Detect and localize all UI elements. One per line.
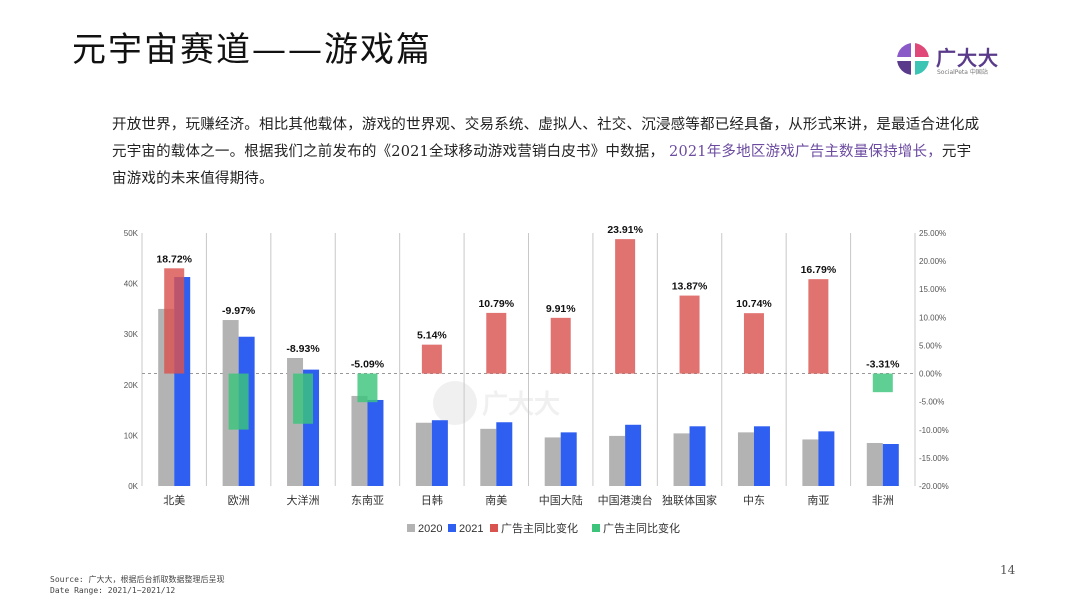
left-tick-label: 50K <box>124 229 139 238</box>
data-label: 13.87% <box>672 281 708 293</box>
data-label: 16.79% <box>801 264 837 276</box>
left-tick-label: 10K <box>124 431 139 440</box>
right-tick-label: 5.00% <box>919 341 942 350</box>
data-label: 5.14% <box>417 330 447 342</box>
bar-change-decline <box>872 373 893 393</box>
footer-source: Source: 广大大，根据后台抓取数据整理后呈现 Date Range: 20… <box>50 574 225 596</box>
category-label: 中国港澳台 <box>598 493 653 507</box>
logo-pie-icon <box>897 43 929 75</box>
bar-2021 <box>689 426 706 486</box>
intro-text-2: 元宇宙游戏的未来值得期待。 <box>112 144 972 187</box>
bar-2020 <box>609 435 626 486</box>
data-label: -3.31% <box>866 359 900 371</box>
left-tick-label: 40K <box>124 280 139 289</box>
bar-change-decline <box>293 373 314 424</box>
category-label: 欧洲 <box>228 494 250 507</box>
page-number: 14 <box>1000 563 1016 577</box>
legend-label: 2020 <box>418 523 442 535</box>
bar-2021 <box>431 420 448 486</box>
data-label: -5.09% <box>351 359 385 371</box>
left-tick-label: 30K <box>124 330 139 339</box>
bar-2021 <box>753 426 770 486</box>
legend-label: 广告主同比变化 <box>501 521 578 535</box>
category-label: 南美 <box>485 494 507 507</box>
bar-2021 <box>367 399 384 486</box>
left-tick-label: 0K <box>128 482 138 491</box>
bar-2020 <box>351 395 368 486</box>
logo-name: 广大大 <box>936 46 999 70</box>
date-range-note: Date Range: 2021/1~2021/12 <box>50 586 176 595</box>
data-label: -9.97% <box>222 305 256 317</box>
bar-2021 <box>496 422 513 486</box>
bar-change-growth <box>679 295 700 374</box>
bar-2021 <box>560 432 577 486</box>
data-label: -8.93% <box>286 343 320 355</box>
intro-paragraph: 开放世界，玩赚经济。相比其他载体，游戏的世界观、交易系统、虚拟人、社交、沉浸感等… <box>112 112 982 193</box>
legend-label: 广告主同比变化 <box>603 521 680 535</box>
category-label: 独联体国家 <box>662 493 717 507</box>
category-label: 中东 <box>743 494 765 507</box>
bar-change-growth <box>743 313 764 374</box>
bar-change-growth <box>164 268 185 374</box>
category-label: 北美 <box>163 494 185 507</box>
bar-2020 <box>544 437 561 486</box>
bar-2020 <box>737 432 754 486</box>
bar-2020 <box>673 433 690 486</box>
bar-2020 <box>866 442 883 486</box>
bar-change-growth <box>486 312 507 374</box>
bar-change-growth <box>808 279 829 374</box>
bar-2020 <box>802 439 819 486</box>
bar-change-decline <box>357 373 378 403</box>
right-tick-label: -20.00% <box>919 482 949 491</box>
right-tick-label: -15.00% <box>919 454 949 463</box>
watermark-logo-icon <box>433 381 477 425</box>
bar-change-growth <box>615 239 636 374</box>
bar-2020 <box>480 428 497 486</box>
data-label: 10.74% <box>736 298 772 310</box>
bar-change-growth <box>550 317 571 374</box>
bar-2020 <box>415 422 432 486</box>
bar-2021 <box>625 424 642 486</box>
bar-2021 <box>882 444 899 486</box>
bar-change-decline <box>228 373 249 430</box>
right-tick-label: -10.00% <box>919 426 949 435</box>
legend-swatch <box>490 524 498 532</box>
intro-text-1: 开放世界，玩赚经济。相比其他载体，游戏的世界观、交易系统、虚拟人、社交、沉浸感等… <box>112 117 980 160</box>
logo-subtitle: SocialPeta 中国站 <box>937 69 988 76</box>
source-note: Source: 广大大，根据后台抓取数据整理后呈现 <box>50 575 225 584</box>
slide-title: 元宇宙赛道——游戏篇 <box>72 30 432 70</box>
bar-2021 <box>818 431 835 486</box>
right-tick-label: 0.00% <box>919 370 942 379</box>
category-label: 非洲 <box>872 494 894 507</box>
right-tick-label: 10.00% <box>919 313 946 322</box>
legend-swatch <box>407 524 415 532</box>
bar-change-growth <box>421 344 442 374</box>
legend-label: 2021 <box>459 523 483 535</box>
legend-swatch <box>592 524 600 532</box>
data-label: 23.91% <box>607 224 643 236</box>
category-label: 中国大陆 <box>539 493 583 507</box>
data-label: 18.72% <box>156 253 192 265</box>
watermark: 广大大 <box>433 381 560 425</box>
right-tick-label: 20.00% <box>919 257 946 266</box>
intro-highlight: 2021年多地区游戏广告主数量保持增长， <box>669 144 942 160</box>
watermark-text: 广大大 <box>482 389 560 419</box>
right-tick-label: 15.00% <box>919 285 946 294</box>
category-label: 大洋洲 <box>287 493 320 507</box>
legend-swatch <box>448 524 456 532</box>
category-label: 日韩 <box>421 493 443 507</box>
right-tick-label: 25.00% <box>919 229 946 238</box>
category-label: 东南亚 <box>351 494 384 507</box>
data-label: 9.91% <box>546 303 576 315</box>
brand-logo: 广大大 SocialPeta 中国站 <box>896 42 1006 78</box>
category-label: 南亚 <box>807 494 829 507</box>
right-tick-label: -5.00% <box>919 398 944 407</box>
left-tick-label: 20K <box>124 381 139 390</box>
data-label: 10.79% <box>478 298 514 310</box>
